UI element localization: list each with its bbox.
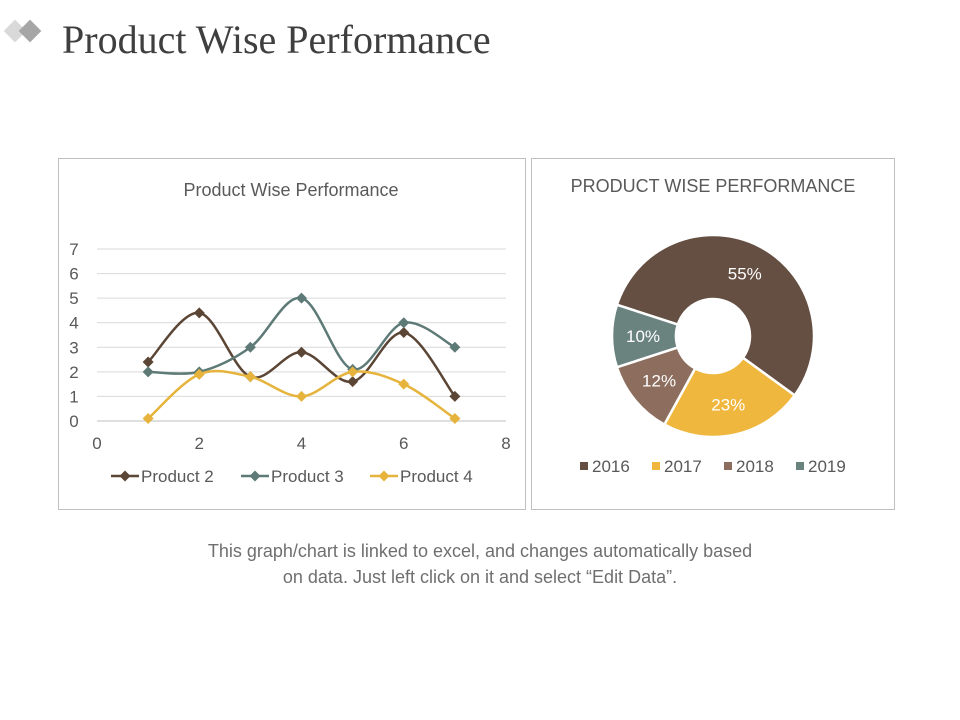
y-tick-label-7: 7 xyxy=(69,240,78,259)
line-chart-series xyxy=(142,292,461,425)
y-tick-label-2: 2 xyxy=(69,363,78,382)
donut-chart-panel[interactable]: PRODUCT WISE PERFORMANCE 55% 23% 12% 10% 20… xyxy=(531,158,895,510)
legend-item-2: Product 3 xyxy=(241,467,344,486)
data-point-1-1 xyxy=(142,356,154,368)
donut-chart-slices xyxy=(610,233,816,439)
page-title: Product Wise Performance xyxy=(62,17,491,62)
data-point-2-3 xyxy=(244,341,256,353)
y-tick-label-6: 6 xyxy=(69,265,78,284)
donut-slice-2019 xyxy=(610,303,680,369)
data-point-1-7 xyxy=(449,390,461,402)
donut-chart-legend: 2016 2017 2018 2019 xyxy=(580,457,846,476)
donut-legend-swatch-2018 xyxy=(724,462,732,470)
donut-legend-label-2018: 2018 xyxy=(736,457,774,476)
donut-chart-labels: 55% 23% 12% 10% xyxy=(626,265,762,415)
legend-label-3: Product 4 xyxy=(400,467,473,486)
legend-label-1: Product 2 xyxy=(141,467,214,486)
data-point-3-2 xyxy=(193,368,205,380)
data-point-1-6 xyxy=(398,327,410,339)
legend-marker-1 xyxy=(119,470,131,482)
donut-label-2017: 23% xyxy=(711,395,745,414)
data-point-1-2 xyxy=(193,307,205,319)
legend-marker-2 xyxy=(249,470,261,482)
data-point-1-5 xyxy=(347,376,359,388)
donut-legend-item-2019: 2019 xyxy=(796,457,846,476)
x-tick-label-4: 4 xyxy=(297,434,306,453)
donut-slice-2016 xyxy=(615,233,816,398)
x-tick-label-0: 0 xyxy=(92,434,101,453)
data-point-3-7 xyxy=(449,413,461,425)
y-tick-label-1: 1 xyxy=(69,387,78,406)
x-tick-label-2: 2 xyxy=(195,434,204,453)
y-tick-label-4: 4 xyxy=(69,314,78,333)
line-chart-title: Product Wise Performance xyxy=(183,180,398,200)
donut-slice-2017 xyxy=(662,356,797,439)
donut-legend-swatch-2019 xyxy=(796,462,804,470)
caption-line-2: on data. Just left click on it and selec… xyxy=(282,567,678,587)
donut-chart[interactable]: PRODUCT WISE PERFORMANCE 55% 23% 12% 10% 20… xyxy=(532,159,894,509)
line-chart-legend: Product 2 Product 3 Product 4 xyxy=(111,467,473,486)
donut-label-2018: 12% xyxy=(642,372,676,391)
diamond-logo-icon xyxy=(3,19,42,43)
donut-legend-item-2016: 2016 xyxy=(580,457,630,476)
series-2 xyxy=(142,292,461,378)
legend-label-2: Product 3 xyxy=(271,467,344,486)
y-tick-label-0: 0 xyxy=(69,412,78,431)
data-point-2-7 xyxy=(449,341,461,353)
donut-chart-title: PRODUCT WISE PERFORMANCE xyxy=(571,176,856,196)
data-point-3-3 xyxy=(244,371,256,383)
data-point-2-1 xyxy=(142,366,154,378)
data-point-2-4 xyxy=(296,292,307,304)
legend-item-1: Product 2 xyxy=(111,467,214,486)
donut-legend-label-2017: 2017 xyxy=(664,457,702,476)
x-tick-label-6: 6 xyxy=(399,434,408,453)
data-point-1-4 xyxy=(296,346,307,358)
caption-line-1: This graph/chart is linked to excel, and… xyxy=(207,541,753,561)
legend-marker-3 xyxy=(378,470,390,482)
data-point-3-5 xyxy=(347,366,359,378)
donut-legend-swatch-2017 xyxy=(652,462,660,470)
data-point-3-6 xyxy=(398,378,410,390)
donut-legend-label-2016: 2016 xyxy=(592,457,630,476)
y-tick-label-3: 3 xyxy=(69,338,78,357)
data-point-3-1 xyxy=(142,413,154,425)
donut-label-2019: 10% xyxy=(626,327,660,346)
data-point-3-4 xyxy=(296,390,307,402)
series-1 xyxy=(142,307,461,402)
y-tick-label-5: 5 xyxy=(69,289,78,308)
donut-legend-item-2017: 2017 xyxy=(652,457,702,476)
legend-item-3: Product 4 xyxy=(370,467,473,486)
donut-label-2016: 55% xyxy=(728,265,762,284)
series-3 xyxy=(142,366,461,425)
logo-diamond-dark xyxy=(18,19,42,43)
donut-legend-swatch-2016 xyxy=(580,462,588,470)
donut-legend-item-2018: 2018 xyxy=(724,457,774,476)
donut-legend-label-2019: 2019 xyxy=(808,457,846,476)
line-chart-y-axis: 0 1 2 3 4 5 6 7 xyxy=(69,240,78,431)
x-tick-label-8: 8 xyxy=(501,434,510,453)
line-chart-x-axis: 0 2 4 6 8 xyxy=(92,434,510,453)
data-point-2-6 xyxy=(398,317,410,329)
caption: This graph/chart is linked to excel, and… xyxy=(120,538,840,590)
